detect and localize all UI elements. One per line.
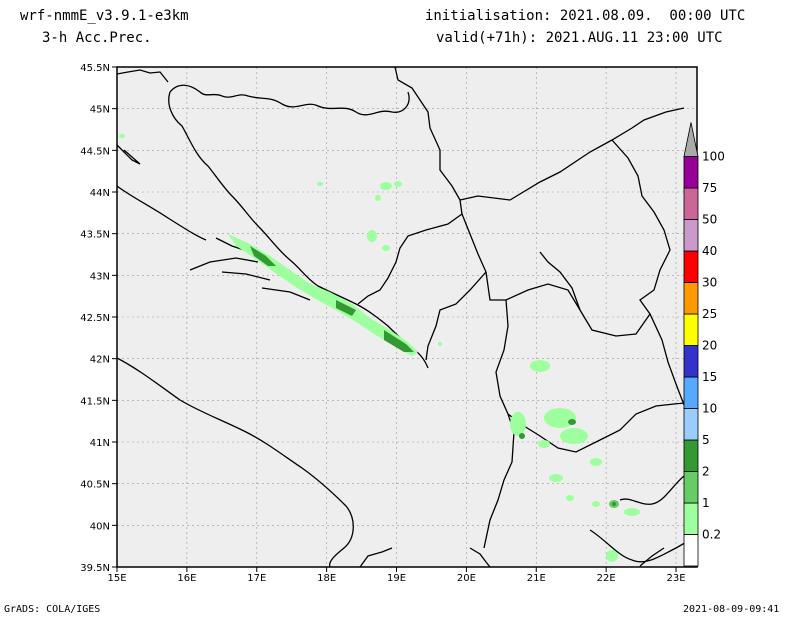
lat-label: 40N	[90, 521, 110, 532]
coastlines	[116, 66, 697, 568]
colorbar-swatch	[683, 502, 699, 535]
colorbar-label: 30	[702, 276, 717, 290]
colorbar-swatch	[683, 376, 699, 409]
colorbar-swatch	[683, 345, 699, 378]
colorbar-label: 2	[702, 465, 710, 479]
footer-left: GrADS: COLA/IGES	[4, 604, 101, 615]
colorbar-label: 40	[702, 244, 717, 258]
lat-label: 39.5N	[80, 563, 110, 574]
colorbar-label: 100	[702, 150, 725, 164]
colorbar-label: 15	[702, 370, 717, 384]
lon-label: 18E	[317, 573, 336, 584]
lat-label: 45N	[90, 105, 110, 116]
lat-label: 45.5N	[80, 63, 110, 74]
colorbar-swatch	[683, 122, 699, 157]
longitude-axis: 15E 16E 17E 18E 19E 20E 21E 22E 23E	[107, 567, 686, 584]
colorbar-label: 50	[702, 213, 717, 227]
lon-label: 17E	[247, 573, 266, 584]
colorbar-swatch	[683, 313, 699, 346]
colorbar-label: 10	[702, 402, 717, 416]
lat-label: 44.5N	[80, 146, 110, 157]
init-time: initialisation: 2021.08.09. 00:00 UTC	[425, 8, 746, 24]
colorbar-swatch	[683, 282, 699, 315]
colorbar-swatch	[683, 408, 699, 441]
model-title: wrf-nmmE_v3.9.1-e3km	[20, 8, 189, 24]
colorbar-swatch	[683, 187, 699, 220]
lon-label: 15E	[107, 573, 126, 584]
lat-label: 43N	[90, 271, 110, 282]
lat-label: 40.5N	[80, 480, 110, 491]
colorbar-swatch	[683, 219, 699, 252]
colorbar-swatch	[683, 156, 699, 189]
colorbar-label: 25	[702, 307, 717, 321]
latitude-axis: 45.5N 45N 44.5N 44N 43.5N 43N 42.5N 42N 41.5N 41N…	[80, 63, 117, 574]
colorbar-swatch	[683, 439, 699, 472]
colorbar-swatch	[683, 471, 699, 504]
lat-label: 44N	[90, 188, 110, 199]
lat-label: 43.5N	[80, 230, 110, 241]
footer-right: 2021-08-09-09:41	[683, 604, 780, 615]
colorbar-label: 1	[702, 496, 710, 510]
lon-label: 23E	[667, 573, 686, 584]
lat-label: 42.5N	[80, 313, 110, 324]
colorbar-label: 5	[702, 433, 710, 447]
precip-patches	[119, 134, 640, 562]
lat-label: 42N	[90, 355, 110, 366]
lon-label: 16E	[177, 573, 196, 584]
lon-label: 20E	[457, 573, 476, 584]
lon-label: 21E	[527, 573, 546, 584]
variable-title: 3-h Acc.Prec.	[42, 30, 152, 46]
lat-label: 41.5N	[80, 396, 110, 407]
lat-label: 41N	[90, 438, 110, 449]
colorbar-label: 20	[702, 339, 717, 353]
colorbar-swatch	[683, 534, 699, 567]
colorbar-label: 75	[702, 181, 717, 195]
valid-time: valid(+71h): 2021.AUG.11 23:00 UTC	[436, 30, 723, 46]
lon-label: 22E	[597, 573, 616, 584]
lon-label: 19E	[387, 573, 406, 584]
grid-lines	[117, 67, 697, 567]
colorbar-label: 0.2	[702, 528, 721, 542]
colorbar-swatch	[683, 250, 699, 283]
